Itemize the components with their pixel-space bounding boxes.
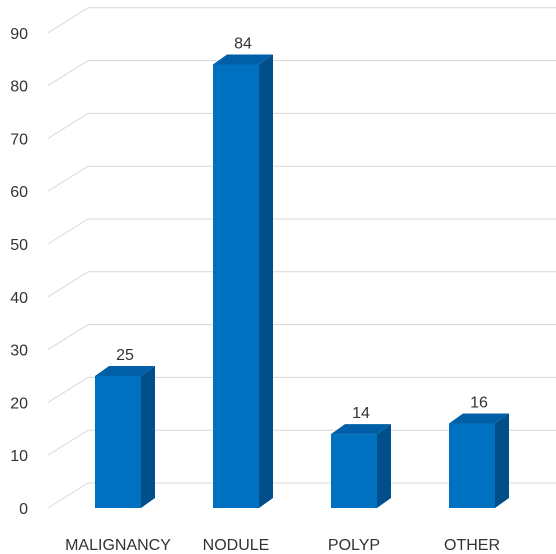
bar-top-face [213, 54, 273, 65]
category-label: NODULE [203, 537, 270, 554]
y-tick-label: 20 [10, 395, 28, 412]
gridline [47, 482, 556, 509]
gridlines [47, 7, 556, 509]
bar-polyp [331, 424, 391, 508]
y-tick-label: 60 [10, 184, 28, 201]
bar-top-face [449, 413, 509, 424]
y-tick-label: 0 [19, 501, 28, 518]
bar-nodule [213, 54, 273, 508]
data-label: 14 [352, 405, 370, 422]
bar-top-face [95, 366, 155, 376]
bar-front-face [95, 376, 141, 508]
gridline [47, 376, 556, 403]
y-tick-label: 10 [10, 448, 28, 465]
data-label: 25 [116, 347, 134, 364]
category-label: POLYP [328, 537, 380, 554]
data-label: 84 [234, 35, 252, 52]
gridline [47, 218, 556, 245]
bar-side-face [259, 54, 273, 508]
gridline [47, 7, 556, 34]
gridline [47, 112, 556, 139]
bar-side-face [141, 366, 155, 508]
bars [95, 54, 509, 508]
bar-side-face [495, 413, 509, 508]
category-labels: MALIGNANCY NODULE POLYP OTHER [65, 537, 500, 554]
gridline [47, 165, 556, 192]
bar-front-face [213, 64, 259, 508]
category-label: OTHER [444, 537, 500, 554]
y-tick-label: 80 [10, 79, 28, 96]
y-tick-label: 50 [10, 237, 28, 254]
bar-top-face [331, 424, 391, 435]
y-tick-label: 40 [10, 290, 28, 307]
y-tick-label: 90 [10, 26, 28, 43]
data-label: 16 [470, 395, 488, 412]
bar-front-face [331, 434, 377, 508]
y-tick-label: 70 [10, 131, 28, 148]
gridline [47, 429, 556, 456]
category-label: MALIGNANCY [65, 537, 171, 554]
gridline [47, 324, 556, 351]
gridline [47, 271, 556, 298]
gridline [47, 60, 556, 87]
bar-other [449, 413, 509, 508]
bar-malignancy [95, 366, 155, 508]
y-axis-ticks: 0 10 20 30 40 50 60 70 80 90 [10, 26, 28, 518]
data-labels: 25 84 14 16 [116, 35, 488, 422]
y-tick-label: 30 [10, 343, 28, 360]
bar-side-face [377, 424, 391, 508]
bar-front-face [449, 423, 495, 508]
